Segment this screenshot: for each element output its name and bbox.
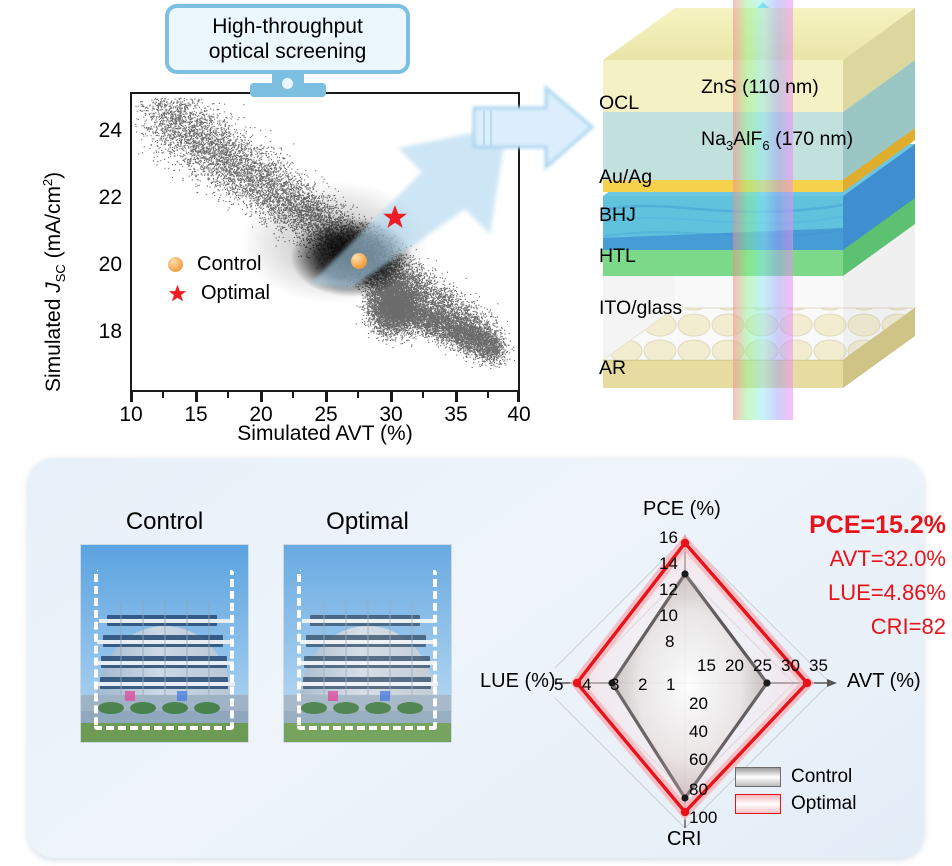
scatter-legend-label-control: Control bbox=[197, 253, 262, 275]
radar-axis-label-pce: PCE (%) bbox=[643, 498, 721, 520]
monitor-power-dot bbox=[282, 78, 293, 89]
screening-label-line1: High-throughput bbox=[212, 15, 363, 38]
screening-label-line2: optical screening bbox=[208, 40, 367, 63]
light-beam bbox=[733, 0, 793, 420]
radar-tick-pce-8: 8 bbox=[665, 632, 675, 651]
metric-pce: PCE=15.2% bbox=[809, 511, 946, 539]
device-stack-diagram: OCL ZnS (110 nm) Na3AlF6 (170 nm) Au/Ag … bbox=[575, 0, 952, 420]
photo-block-control: Control bbox=[80, 508, 249, 743]
radar-tick-pce-10: 10 bbox=[659, 606, 678, 625]
improvement-arrow bbox=[310, 126, 507, 288]
radar-tick-lue-4: 4 bbox=[582, 675, 592, 694]
radar-legend-item-control: Control bbox=[735, 763, 856, 790]
highlight-dashed-box-optimal bbox=[297, 570, 437, 730]
screening-label-box: High-throughput optical screening bbox=[165, 4, 410, 74]
metric-cri: CRI=82 bbox=[870, 614, 946, 639]
radar-tick-lue-5: 5 bbox=[554, 675, 564, 694]
radar-axis-label-avt: AVT (%) bbox=[847, 670, 921, 692]
radar-tick-cri-60: 60 bbox=[689, 750, 708, 769]
radar-tick-avt-30: 30 bbox=[781, 656, 800, 675]
scatter-xtick-35: 35 bbox=[444, 403, 468, 426]
scatter-y-axis-label: Simulated JSC (mA/cm2) bbox=[40, 171, 69, 392]
radar-tick-cri-20: 20 bbox=[689, 694, 708, 713]
radar-legend-label-optimal: Optimal bbox=[791, 793, 857, 814]
radar-tick-cri-80: 80 bbox=[689, 780, 708, 799]
scatter-xtick-15: 15 bbox=[184, 403, 208, 426]
scatter-xtick-20: 20 bbox=[249, 403, 273, 426]
layer-label-ar: AR bbox=[599, 357, 627, 379]
radar-tick-cri-100: 100 bbox=[689, 808, 718, 827]
scatter-marker-optimal bbox=[383, 205, 407, 228]
metrics-summary: PCE=15.2% AVT=32.0% LUE=4.86% CRI=82 bbox=[770, 508, 946, 644]
control-dot-icon bbox=[168, 257, 183, 272]
scatter-plot-frame bbox=[130, 92, 520, 392]
radar-legend-label-control: Control bbox=[791, 766, 853, 787]
radar-tick-lue-1: 1 bbox=[666, 675, 676, 694]
layer-label-zns: ZnS (110 nm) bbox=[701, 76, 819, 98]
optimal-star-icon bbox=[168, 284, 187, 302]
layer-label-auag: Au/Ag bbox=[599, 166, 653, 188]
highlight-dashed-box-control bbox=[94, 570, 234, 730]
scatter-marker-control bbox=[351, 253, 367, 269]
radar-tick-pce-14: 14 bbox=[659, 554, 678, 573]
photo-block-optimal: Optimal bbox=[283, 508, 452, 743]
radar-axis-label-cri: CRI bbox=[667, 828, 702, 850]
scatter-legend-item-optimal: Optimal bbox=[168, 279, 270, 308]
building-photo-control bbox=[80, 544, 249, 743]
scatter-xtick-40: 40 bbox=[507, 403, 531, 426]
scatter-plot-panel: Simulated JSC (mA/cm2) 18 20 22 24 bbox=[18, 92, 531, 445]
scatter-ytick-18: 18 bbox=[98, 320, 122, 343]
layer-label-htl: HTL bbox=[599, 245, 636, 267]
radar-axis-label-lue: LUE (%) bbox=[480, 670, 556, 692]
legend-swatch-control bbox=[735, 766, 781, 787]
radar-tick-pce-16: 16 bbox=[659, 528, 678, 547]
radar-legend-item-optimal: Optimal bbox=[735, 790, 856, 817]
scatter-ytick-20: 20 bbox=[98, 253, 122, 276]
radar-tick-avt-35: 35 bbox=[809, 656, 828, 675]
radar-tick-cri-40: 40 bbox=[689, 722, 708, 741]
radar-chart: PCE (%) AVT (%) CRI LUE (%) 16 14 12 10 … bbox=[480, 498, 925, 858]
metric-lue: LUE=4.86% bbox=[827, 580, 946, 605]
scatter-xtick-25: 25 bbox=[314, 403, 338, 426]
scatter-legend-label-optimal: Optimal bbox=[201, 282, 270, 304]
scatter-ytick-22: 22 bbox=[98, 186, 122, 209]
radar-tick-pce-12: 12 bbox=[659, 580, 678, 599]
layer-label-ito: ITO/glass bbox=[599, 297, 683, 319]
layer-label-cryolite: Na3AlF6 (170 nm) bbox=[701, 128, 854, 153]
legend-swatch-optimal bbox=[735, 793, 781, 814]
scatter-legend-item-control: Control bbox=[168, 250, 270, 279]
radar-legend: Control Optimal bbox=[735, 763, 856, 817]
radar-tick-avt-25: 25 bbox=[753, 656, 772, 675]
radar-tick-avt-20: 20 bbox=[725, 656, 744, 675]
scatter-xtick-10: 10 bbox=[119, 403, 143, 426]
photo-caption-optimal: Optimal bbox=[326, 508, 409, 535]
scatter-x-axis-label: Simulated AVT (%) bbox=[237, 422, 413, 445]
radar-tick-avt-15: 15 bbox=[697, 656, 716, 675]
scatter-ytick-24: 24 bbox=[98, 119, 122, 142]
layer-label-bhj: BHJ bbox=[599, 204, 636, 226]
radar-svg bbox=[539, 534, 837, 829]
device-stack-svg bbox=[601, 0, 917, 420]
radar-tick-lue-2: 2 bbox=[638, 675, 648, 694]
building-photo-optimal bbox=[283, 544, 452, 743]
photo-caption-control: Control bbox=[125, 508, 204, 535]
summary-panel: Control bbox=[28, 458, 924, 858]
flow-arrow-right-icon bbox=[472, 84, 595, 171]
layer-label-ocl: OCL bbox=[599, 92, 640, 114]
scatter-legend: Control Optimal bbox=[168, 250, 270, 308]
scatter-xtick-30: 30 bbox=[379, 403, 403, 426]
metric-avt: AVT=32.0% bbox=[829, 546, 946, 571]
radar-tick-lue-3: 3 bbox=[610, 675, 620, 694]
